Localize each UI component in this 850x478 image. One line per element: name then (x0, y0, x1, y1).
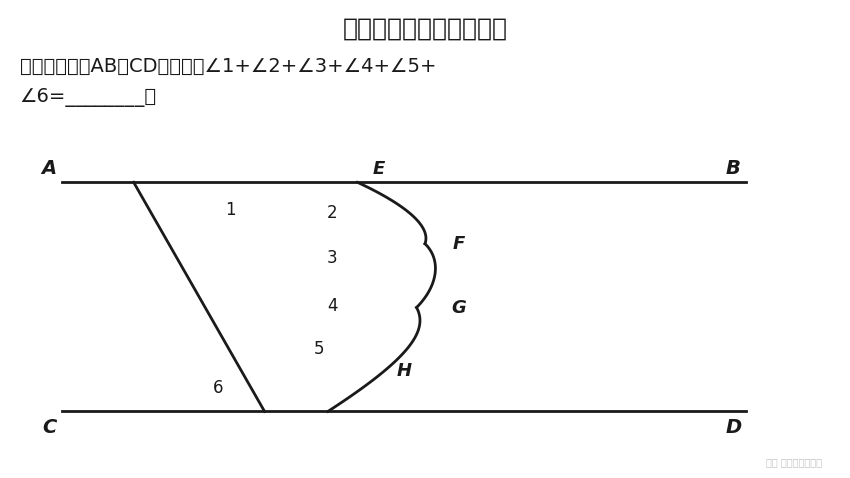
Text: ∠6=________。: ∠6=________。 (20, 88, 156, 107)
Text: 6: 6 (212, 379, 224, 397)
Text: 2: 2 (326, 204, 337, 222)
Text: G: G (451, 298, 466, 316)
Text: 3: 3 (326, 249, 337, 267)
Text: 4: 4 (327, 297, 337, 315)
Text: F: F (453, 235, 465, 253)
Text: 模型一：铅笔头模型进阶: 模型一：铅笔头模型进阶 (343, 17, 507, 41)
Text: A: A (42, 159, 57, 178)
Text: 今学 初中数学公益课: 今学 初中数学公益课 (766, 456, 822, 467)
Text: D: D (725, 418, 741, 437)
Text: B: B (726, 159, 740, 178)
Text: E: E (372, 160, 385, 178)
Text: 1: 1 (225, 201, 236, 219)
Text: 5: 5 (314, 339, 325, 358)
Text: H: H (396, 362, 411, 380)
Text: C: C (42, 418, 56, 437)
Text: 如图，两直线AB、CD平行，则∠1+∠2+∠3+∠4+∠5+: 如图，两直线AB、CD平行，则∠1+∠2+∠3+∠4+∠5+ (20, 57, 436, 76)
